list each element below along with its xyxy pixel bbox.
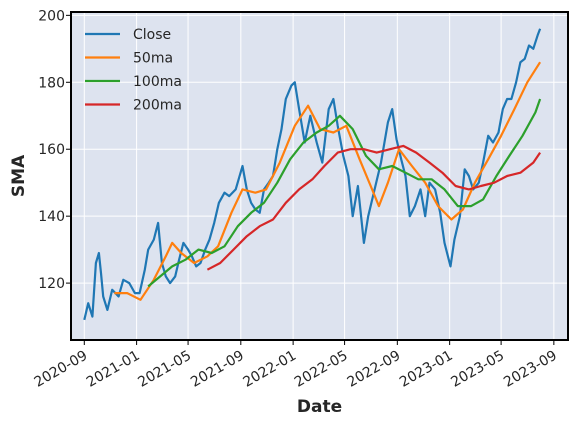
legend-label: Close xyxy=(133,27,171,43)
plot-area xyxy=(71,12,568,340)
y-axis-ticks: 120 140 160 180 200 xyxy=(38,8,71,292)
y-tick-label: 120 xyxy=(38,276,65,292)
legend-label: 50ma xyxy=(133,51,173,67)
series-line-200ma xyxy=(206,144,542,271)
x-axis-title: Date xyxy=(297,397,342,417)
y-tick-label: 180 xyxy=(38,75,65,91)
legend: Close 50ma 100ma 200ma xyxy=(85,27,182,114)
plot-frame xyxy=(70,11,569,341)
series-line-100ma xyxy=(147,98,542,288)
y-tick-label: 160 xyxy=(38,142,65,158)
legend-label: 200ma xyxy=(133,98,182,114)
series-lines xyxy=(83,28,542,321)
legend-label: 100ma xyxy=(133,74,182,90)
y-axis-title: SMA xyxy=(9,154,29,197)
y-tick-label: 140 xyxy=(38,209,65,225)
y-tick-label: 200 xyxy=(38,8,65,24)
series-line-close xyxy=(83,28,542,321)
grid-lines xyxy=(71,12,568,340)
